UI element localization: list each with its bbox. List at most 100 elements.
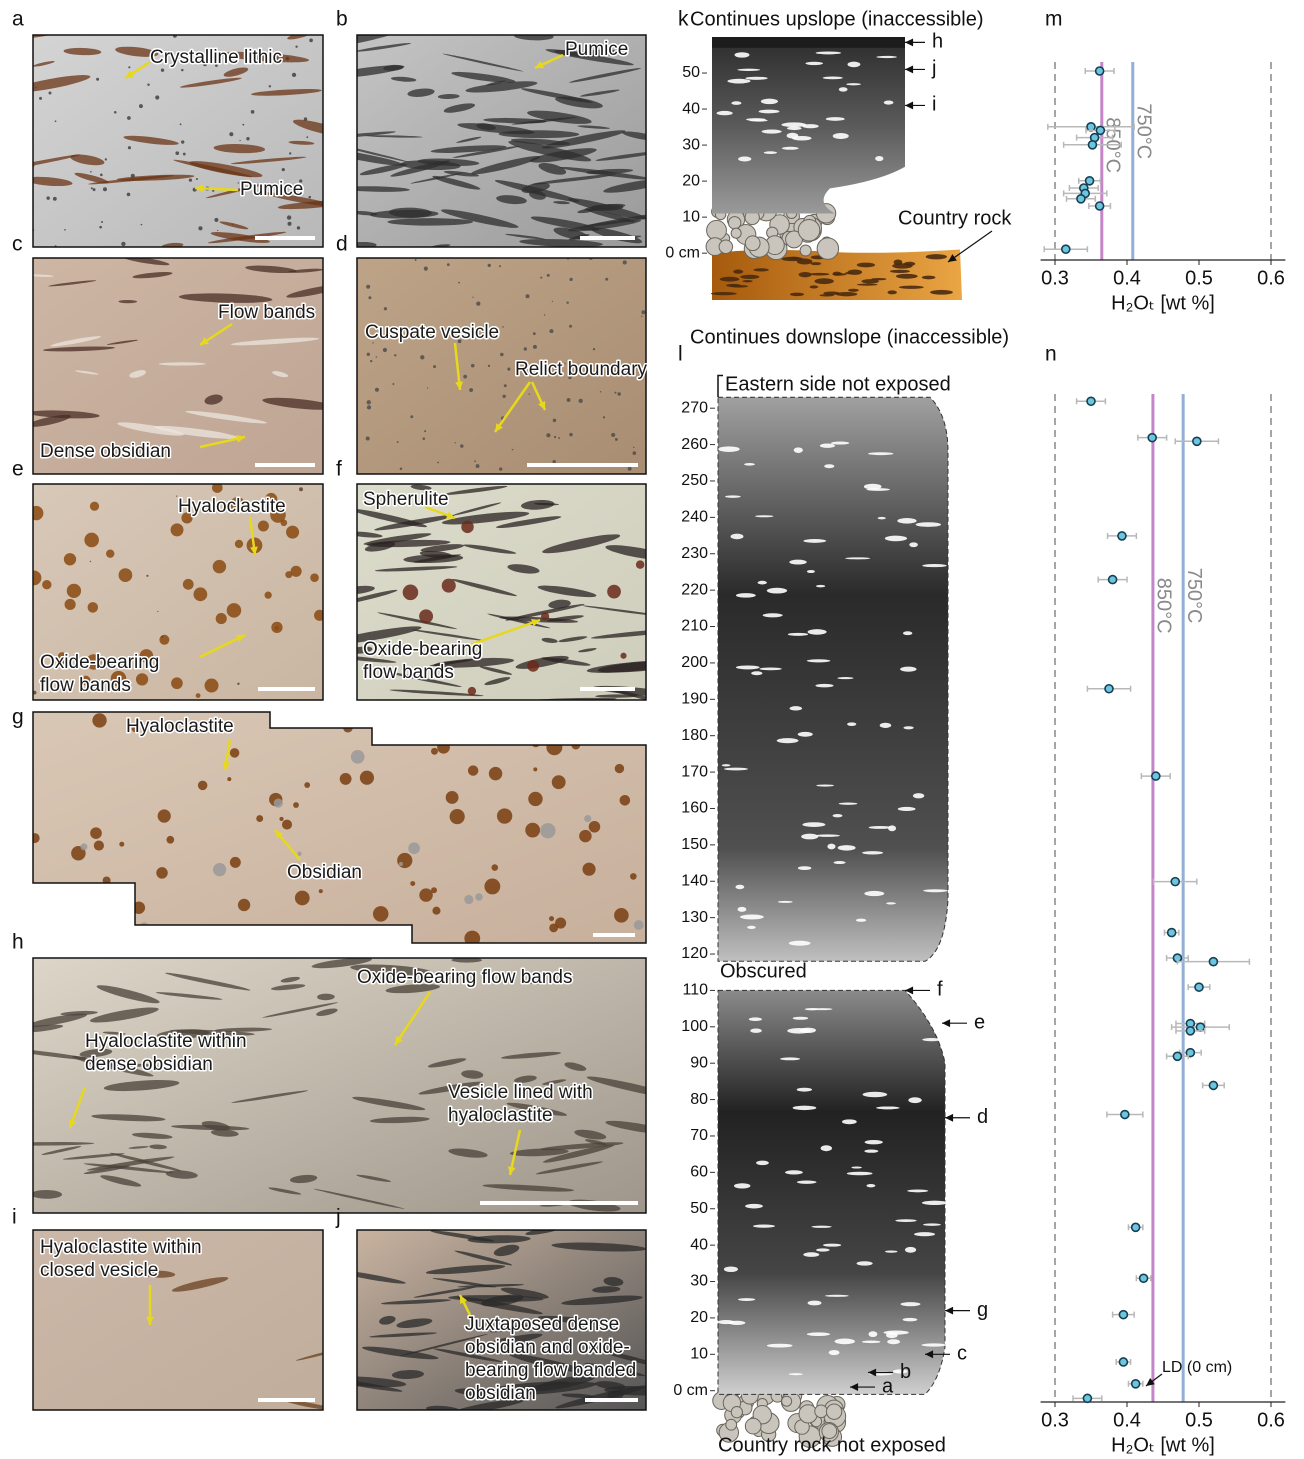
vesicle (842, 1119, 857, 1124)
texture (227, 603, 242, 618)
panel-letter: g (12, 706, 24, 729)
texture (552, 301, 553, 302)
texture (383, 348, 387, 352)
texture (620, 795, 631, 806)
texture (569, 325, 572, 328)
obsidian-lower (718, 990, 945, 1394)
data-point (1186, 1027, 1194, 1035)
vesicle (777, 738, 799, 743)
data-point (1119, 1358, 1127, 1366)
vesicle (905, 1247, 916, 1253)
vesicle (789, 941, 811, 946)
y-tick-label: 70 (690, 1127, 708, 1144)
y-tick-label: 120 (681, 945, 708, 962)
vesicle (838, 845, 856, 851)
obsidian-upper (718, 397, 948, 961)
arrow-head (945, 1307, 953, 1315)
texture (415, 259, 417, 261)
vesicle (848, 289, 859, 292)
texture (295, 45, 297, 47)
clast (815, 1405, 828, 1418)
micrograph (30, 711, 646, 947)
texture (51, 899, 64, 912)
vesicle (847, 62, 860, 68)
panel-label: Spherulite (363, 489, 449, 510)
vesicle (778, 901, 793, 903)
vesicle (788, 633, 808, 636)
texture (121, 242, 125, 246)
arrow-head (905, 102, 913, 110)
y-tick-label: 90 (690, 1054, 708, 1071)
texture (387, 218, 473, 225)
panel-label: Obsidian (287, 862, 362, 883)
vesicle (753, 268, 768, 271)
texture (128, 146, 131, 149)
y-tick-label: 20 (682, 172, 700, 189)
vesicle (922, 564, 947, 567)
vesicle (903, 1318, 918, 1322)
texture (90, 171, 92, 173)
texture (450, 809, 465, 824)
texture (549, 916, 554, 921)
vesicle (764, 151, 777, 154)
data-point (1152, 772, 1160, 780)
texture (367, 405, 371, 409)
texture (527, 660, 539, 672)
vesicle (727, 79, 750, 84)
texture (141, 224, 143, 226)
vesicle (895, 1219, 916, 1222)
reference-label: 850°C (1153, 578, 1175, 634)
texture (67, 584, 81, 598)
vesicle (851, 1166, 862, 1168)
texture (183, 579, 194, 590)
label-line: Oxide-bearing (40, 652, 159, 673)
data-point (1195, 983, 1203, 991)
vesicle (758, 581, 767, 585)
texture (533, 767, 537, 771)
annotation: LD (0 cm) (1162, 1359, 1232, 1376)
vesicle (900, 1302, 920, 1306)
texture (442, 579, 456, 593)
vesicle (926, 254, 947, 259)
y-tick-label: 20 (690, 1309, 708, 1326)
vesicle (759, 668, 781, 671)
y-tick-label: 250 (681, 472, 708, 489)
vesicle (797, 1088, 812, 1092)
texture (566, 302, 568, 304)
texture (397, 853, 412, 868)
vesicle (839, 802, 858, 804)
sample-label: j (931, 58, 936, 80)
texture (189, 178, 192, 181)
vesicle (888, 825, 896, 831)
clast (782, 1396, 792, 1406)
vesicle (899, 286, 924, 289)
vesicle (857, 1261, 873, 1265)
vesicle (922, 1201, 948, 1205)
vesicle (885, 536, 907, 542)
top-label: Eastern side not exposed (725, 373, 951, 395)
texture (420, 355, 424, 359)
texture (540, 277, 542, 279)
vesicle (856, 919, 866, 922)
bracket (718, 375, 723, 397)
y-tick-label: 30 (682, 136, 700, 153)
vesicle (908, 1097, 921, 1103)
texture (614, 392, 616, 394)
y-tick-label: 10 (690, 1346, 708, 1363)
data-point (1148, 434, 1156, 442)
vesicle (797, 1180, 817, 1183)
y-tick-label: 190 (681, 691, 708, 708)
texture (399, 862, 403, 866)
texture (235, 540, 243, 548)
label-line: Juxtaposed dense (465, 1314, 619, 1335)
texture (367, 400, 371, 404)
texture (569, 433, 572, 436)
texture (265, 592, 272, 599)
y-tick-label: 0 cm (665, 244, 700, 261)
vesicle (865, 1140, 883, 1144)
vesicle (782, 257, 804, 261)
sample-label: b (900, 1361, 911, 1383)
x-tick-label: 0.5 (1185, 1409, 1213, 1431)
texture (461, 521, 473, 533)
vesicle (716, 111, 732, 115)
